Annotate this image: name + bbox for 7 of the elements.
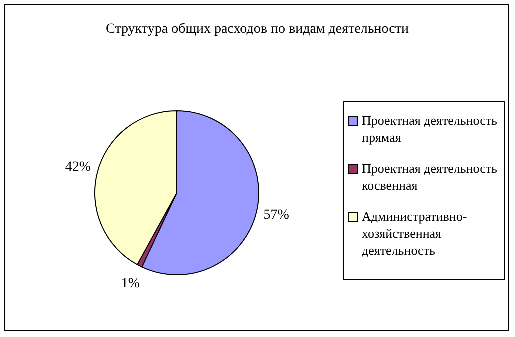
legend-label: Административно-хозяйственная деятельность xyxy=(362,208,468,258)
chart-title: Структура общих расходов по видам деятельности xyxy=(105,22,410,38)
legend-label: Проектная деятельность косвенная xyxy=(362,160,498,194)
data-label: 42% xyxy=(65,160,92,176)
legend-label: Проектная деятельность прямая xyxy=(362,112,498,146)
data-label: 57% xyxy=(264,208,290,223)
data-label: 1% xyxy=(121,276,140,292)
